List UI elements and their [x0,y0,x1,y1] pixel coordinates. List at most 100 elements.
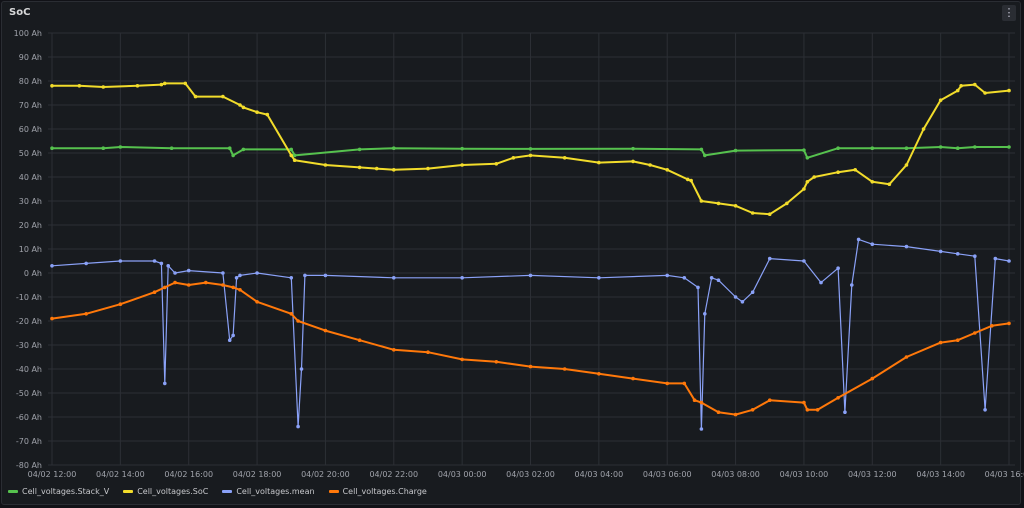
data-point [323,328,328,333]
data-point [631,376,635,381]
data-point [955,338,960,343]
legend-item-charge[interactable]: Cell_voltages.Charge [328,487,427,496]
data-point [357,165,362,170]
data-point [231,285,235,290]
data-point [750,211,755,215]
data-point [955,252,960,256]
data-point [135,84,140,88]
x-tick-label: 04/02 12:00 [28,470,77,479]
data-point [1007,321,1011,326]
data-point [733,295,738,299]
data-point [238,288,242,292]
data-point [802,187,806,191]
data-point [221,94,225,99]
data-point [938,98,943,102]
data-point [767,256,772,261]
data-point [870,242,875,246]
data-point [819,280,823,285]
data-point [904,146,909,150]
data-point [740,300,745,304]
data-point [255,110,259,114]
data-point [853,168,857,172]
data-point [631,159,635,164]
data-point [162,81,167,86]
legend-label: Cell_voltages.Stack_V [22,487,110,496]
x-tick-label: 04/03 08:00 [711,470,760,479]
data-point [152,259,157,263]
data-point [173,271,177,275]
data-point [50,316,54,321]
data-point [238,103,242,107]
data-point [938,340,943,345]
y-tick-label: 100 Ah [14,29,42,38]
data-point [1007,88,1011,93]
y-tick-label: -40 Ah [16,365,42,374]
data-point [815,408,820,412]
legend-item-soc[interactable]: Cell_voltages.SoC [123,487,208,496]
data-point [323,163,328,167]
data-point [494,360,499,364]
legend-item-stack-v[interactable]: Cell_voltages.Stack_V [8,487,109,496]
data-point [101,85,106,89]
data-point [289,312,294,316]
legend-item-mean[interactable]: Cell_voltages.mean [222,487,315,496]
data-point [118,302,123,307]
data-point [169,146,174,150]
y-tick-label: 30 Ah [19,197,42,206]
data-point [955,88,960,93]
data-point [1007,145,1011,149]
data-point [118,145,123,149]
y-tick-label: -80 Ah [16,461,42,470]
data-point [682,381,687,386]
data-point [836,170,840,174]
data-point [183,81,188,86]
data-point [870,376,875,381]
data-point [1007,259,1011,263]
data-point [528,153,533,158]
data-point [357,338,362,343]
data-point [716,410,721,415]
data-point [186,283,191,287]
data-point [299,367,304,371]
chart-legend: Cell_voltages.Stack_V Cell_voltages.SoC … [8,487,427,496]
data-point [289,153,294,158]
data-point [703,153,707,158]
data-point [77,84,82,88]
data-point [716,278,721,283]
data-point [709,276,714,280]
series-line-2 [52,82,1010,216]
data-point [460,357,464,362]
y-tick-label: 0 Ah [24,269,42,278]
data-point [118,259,123,263]
data-point [562,156,567,160]
data-point [836,266,840,271]
data-point [528,147,533,151]
data-point [460,276,464,280]
data-point [733,148,738,153]
data-point [562,367,567,371]
legend-swatch [8,490,18,493]
panel-menu-button[interactable]: ⋮ [1002,5,1016,21]
data-point [391,348,396,352]
data-point [159,261,164,266]
data-point [241,147,246,152]
data-point [849,283,854,287]
data-point [887,182,892,186]
data-point [812,175,816,179]
data-point [973,145,977,149]
data-point [597,372,601,376]
data-point [162,381,167,386]
data-point [856,237,861,242]
x-tick-label: 04/03 02:00 [506,470,555,479]
data-point [767,212,772,216]
data-point [528,273,533,278]
legend-label: Cell_voltages.Charge [342,487,427,496]
legend-swatch [222,490,233,493]
y-tick-label: 60 Ah [19,125,42,134]
y-tick-label: 80 Ah [19,77,42,86]
data-point [84,261,88,266]
x-tick-label: 04/03 12:00 [848,470,897,479]
y-tick-label: -70 Ah [16,437,42,446]
data-point [699,427,704,431]
